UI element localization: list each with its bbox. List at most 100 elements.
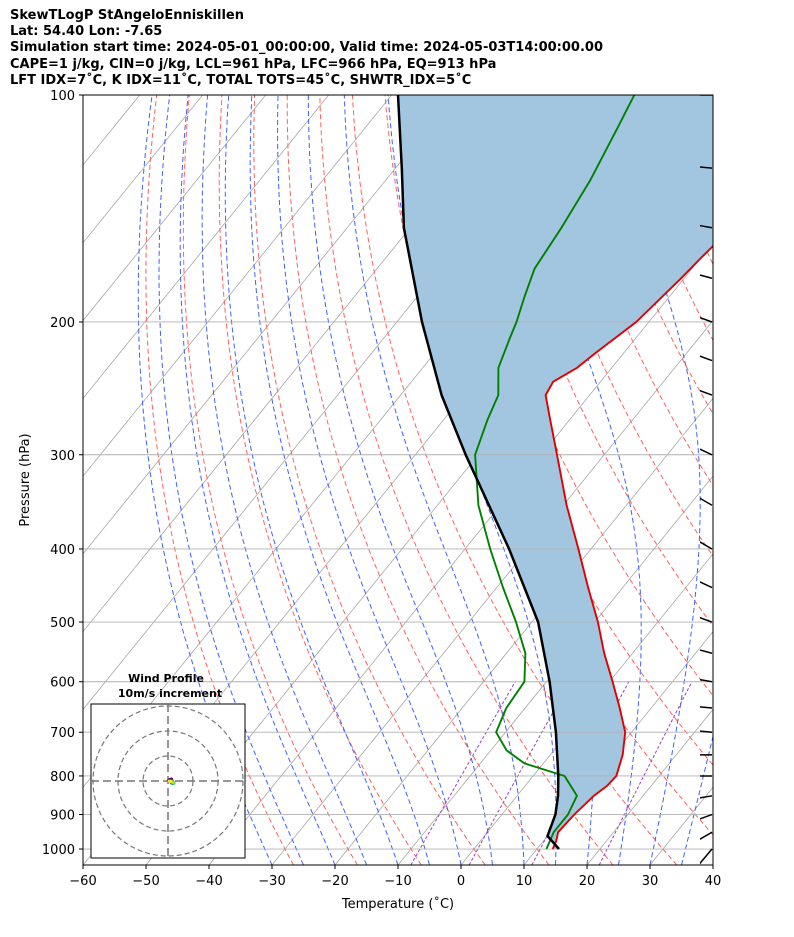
barb-flag — [674, 689, 677, 705]
barb-flag — [669, 838, 680, 850]
isotherm-line — [83, 95, 204, 244]
y-tick-label: 500 — [50, 616, 75, 631]
dry-adiabat-line — [710, 95, 713, 102]
wind-barb — [681, 471, 713, 506]
barb-staff — [700, 274, 713, 279]
barb-half-flag — [689, 306, 690, 314]
x-tick-label: 40 — [705, 874, 722, 889]
isotherm-line — [83, 95, 456, 555]
isotherm-line — [0, 95, 77, 865]
wind-barb — [679, 556, 713, 589]
y-tick-label: 1000 — [42, 843, 75, 858]
barb-half-flag — [686, 526, 688, 534]
wind-barb — [675, 659, 713, 683]
indices-line: LFT IDX=7˚C, K IDX=11˚C, TOTAL TOTS=45˚C… — [10, 72, 472, 88]
dry-adiabat-line — [218, 95, 422, 865]
wind-barb — [700, 649, 713, 654]
x-tick-label: −60 — [69, 874, 96, 889]
moist-adiabat-line — [137, 95, 273, 865]
barb-staff — [700, 224, 713, 229]
x-tick-label: 30 — [642, 874, 659, 889]
dry-adiabat-line — [547, 95, 713, 487]
barb-staff — [700, 848, 713, 865]
barb-flag — [675, 659, 676, 675]
wind-barb — [678, 366, 713, 396]
wind-barb — [700, 224, 713, 229]
y-tick-label: 600 — [50, 676, 75, 691]
x-tick-label: 0 — [457, 874, 465, 889]
isotherm-line — [334, 397, 713, 865]
y-axis-label: Pressure (hPa) — [18, 433, 33, 526]
wind-barb — [669, 813, 713, 827]
barb-flag — [669, 813, 678, 827]
barb-flag — [684, 295, 686, 311]
moist-adiabat-line — [224, 95, 399, 865]
y-tick-label: 700 — [50, 726, 75, 741]
barb-flag — [678, 366, 680, 382]
barb-flag — [681, 471, 686, 487]
barb-flag — [679, 556, 682, 572]
moist-adiabat-line — [201, 95, 367, 865]
barb-staff — [700, 448, 713, 456]
barb-half-flag — [685, 868, 692, 872]
barb-staff — [700, 316, 713, 323]
wind-barb — [684, 334, 713, 362]
x-tick-label: −10 — [384, 874, 411, 889]
wind-barb — [669, 831, 713, 850]
wind-barb — [684, 604, 713, 623]
x-tick-label: 20 — [579, 874, 596, 889]
barb-staff — [700, 497, 713, 506]
mixing-ratio-line — [468, 681, 571, 865]
inset-title: Wind Profile — [128, 672, 204, 685]
time-line: Simulation start time: 2024-05-01_00:00:… — [10, 40, 603, 56]
barb-staff — [700, 678, 713, 683]
temperature-profile-line — [544, 244, 713, 850]
barb-half-flag — [680, 87, 682, 95]
wind-barb — [700, 730, 713, 733]
dry-adiabat-line — [253, 95, 486, 865]
cape-area — [398, 95, 713, 849]
barb-staff — [700, 706, 713, 709]
dry-adiabat-line — [417, 95, 713, 766]
barb-half-flag — [680, 841, 686, 847]
barb-half-flag — [684, 604, 685, 612]
dry-adiabat-line — [182, 95, 358, 865]
wind-barbs — [669, 87, 713, 872]
cape-fill-area — [398, 95, 713, 849]
profiles — [396, 95, 713, 850]
y-tick-label: 800 — [50, 770, 75, 785]
barb-flag — [684, 368, 686, 384]
barb-staff — [700, 649, 713, 654]
barb-staff — [700, 730, 713, 733]
x-axis-label: Temperature (˚C) — [341, 896, 454, 912]
moist-adiabat-line — [605, 95, 701, 865]
wind-barb — [684, 295, 713, 323]
barb-staff — [700, 581, 713, 589]
moist-adiabat-line — [712, 863, 713, 865]
isotherm-line — [83, 95, 330, 399]
barb-flag — [684, 334, 686, 350]
barb-flag — [672, 760, 676, 776]
isotherm-line — [523, 631, 713, 865]
y-tick-label: 200 — [50, 316, 75, 331]
x-tick-label: −50 — [132, 874, 159, 889]
y-tick-label: 400 — [50, 543, 75, 558]
barb-staff — [700, 355, 713, 362]
dewpoint-profile-line — [474, 95, 636, 850]
y-tick-label: 100 — [50, 89, 75, 104]
wind-barb — [700, 754, 712, 756]
moist-adiabat-line — [249, 95, 430, 865]
location-line: Lat: 54.40 Lon: -7.65 — [10, 24, 163, 40]
barb-half-flag — [685, 567, 687, 575]
wind-profile-inset: Wind Profile 10m/s increment — [90, 672, 246, 859]
x-tick-label: −40 — [195, 874, 222, 889]
barb-staff — [700, 831, 713, 841]
moist-adiabat-line — [277, 95, 462, 865]
chart-header: SkewTLogP StAngeloEnniskillen Lat: 54.40… — [10, 8, 790, 89]
wind-barb — [700, 274, 713, 279]
moist-adiabat-line — [512, 95, 642, 865]
moist-adiabat-line — [179, 95, 336, 865]
barb-half-flag — [680, 768, 682, 776]
x-tick-label: 10 — [516, 874, 533, 889]
